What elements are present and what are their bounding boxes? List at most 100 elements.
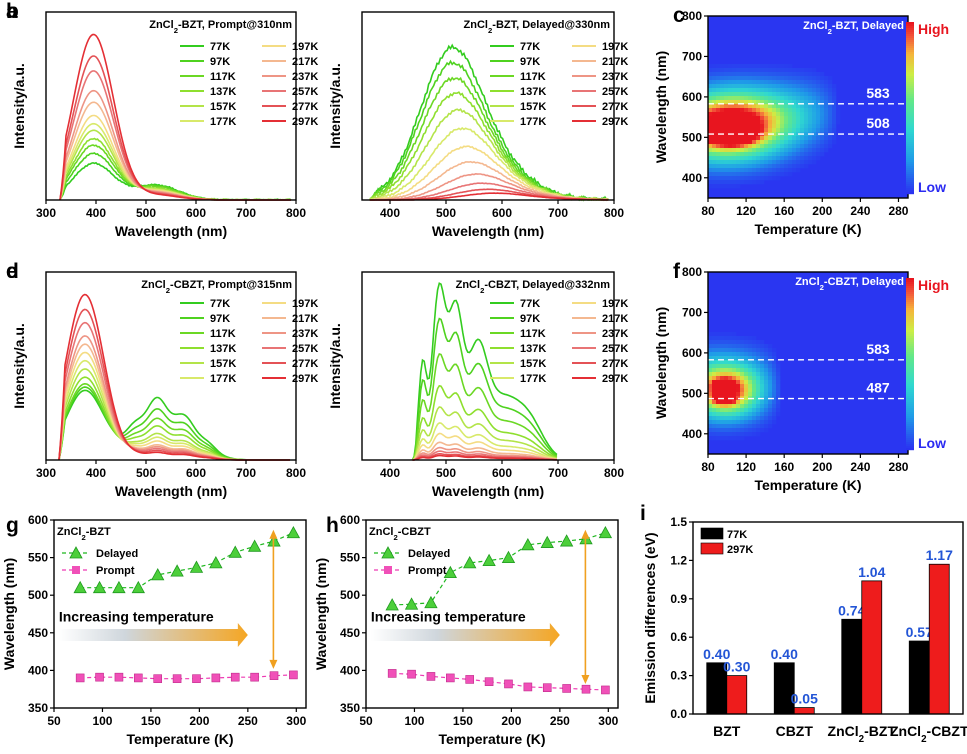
heatmap-cell bbox=[788, 140, 793, 145]
heatmap-cell bbox=[732, 392, 737, 397]
heatmap-cell bbox=[780, 84, 785, 89]
heatmap-cell bbox=[748, 88, 753, 93]
heatmap-cell bbox=[824, 96, 829, 101]
heatmap-cell bbox=[720, 176, 725, 181]
heatmap-cell bbox=[812, 128, 817, 133]
heatmap-cell bbox=[824, 136, 829, 141]
heatmap-cell bbox=[712, 348, 717, 353]
colorbar-band bbox=[906, 312, 914, 315]
colorbar-band bbox=[906, 294, 914, 297]
heatmap-cell bbox=[708, 168, 713, 173]
heatmap-cell bbox=[740, 176, 745, 181]
heatmap-cell bbox=[712, 416, 717, 421]
heatmap-cell bbox=[736, 180, 741, 185]
panel-h-point-delayed bbox=[443, 565, 457, 579]
heatmap-cell bbox=[752, 120, 757, 125]
heatmap-cell bbox=[804, 112, 809, 117]
panel-b-legend-label: 277K bbox=[602, 101, 628, 113]
heatmap-cell bbox=[736, 412, 741, 417]
heatmap-cell bbox=[756, 124, 761, 129]
heatmap-cell bbox=[740, 92, 745, 97]
heatmap-cell bbox=[712, 96, 717, 101]
colorbar-band bbox=[906, 292, 914, 295]
heatmap-cell bbox=[788, 84, 793, 89]
heatmap-cell bbox=[832, 116, 837, 121]
colorbar-band bbox=[906, 352, 914, 355]
heatmap-cell bbox=[720, 336, 725, 341]
heatmap-cell bbox=[748, 360, 753, 365]
heatmap-cell bbox=[804, 164, 809, 169]
heatmap-cell bbox=[764, 100, 769, 105]
colorbar-band bbox=[906, 380, 914, 383]
heatmap-cell bbox=[796, 104, 801, 109]
heatmap-cell bbox=[772, 372, 777, 377]
heatmap-cell bbox=[716, 84, 721, 89]
heatmap-cell bbox=[764, 384, 769, 389]
heatmap-cell bbox=[832, 128, 837, 133]
heatmap-cell bbox=[712, 116, 717, 121]
heatmap-cell bbox=[748, 172, 753, 177]
heatmap-cell bbox=[760, 152, 765, 157]
heatmap-cell bbox=[708, 76, 713, 81]
panel-g-y-tick-label: 400 bbox=[28, 663, 48, 677]
heatmap-cell bbox=[776, 156, 781, 161]
heatmap-cell bbox=[744, 364, 749, 369]
heatmap-cell bbox=[800, 80, 805, 85]
heatmap-cell bbox=[784, 164, 789, 169]
heatmap-cell bbox=[752, 408, 757, 413]
colorbar-band bbox=[906, 72, 914, 75]
colorbar-band bbox=[906, 140, 914, 143]
heatmap-cell bbox=[764, 84, 769, 89]
heatmap-cell bbox=[720, 160, 725, 165]
heatmap-cell bbox=[756, 96, 761, 101]
panel-a-legend-label: 137K bbox=[210, 86, 236, 98]
heatmap-cell bbox=[816, 72, 821, 77]
panel-h-point-prompt bbox=[504, 679, 513, 689]
colorbar-band bbox=[906, 374, 914, 377]
heatmap-cell bbox=[752, 424, 757, 429]
panel-e-x-axis-label: Wavelength (nm) bbox=[432, 483, 544, 499]
heatmap-cell bbox=[732, 128, 737, 133]
heatmap-cell bbox=[712, 344, 717, 349]
heatmap-cell bbox=[736, 384, 741, 389]
heatmap-cell bbox=[716, 356, 721, 361]
heatmap-cell bbox=[820, 100, 825, 105]
heatmap-cell bbox=[716, 124, 721, 129]
heatmap-cell bbox=[764, 128, 769, 133]
heatmap-cell bbox=[744, 376, 749, 381]
heatmap-cell bbox=[812, 76, 817, 81]
panel-d-legend-label: 197K bbox=[292, 298, 318, 310]
panel-e-legend-label: 237K bbox=[602, 328, 628, 340]
heatmap-cell bbox=[776, 400, 781, 405]
heatmap-cell bbox=[764, 364, 769, 369]
heatmap-cell bbox=[772, 68, 777, 73]
heatmap-cell bbox=[804, 108, 809, 113]
heatmap-cell bbox=[772, 360, 777, 365]
heatmap-cell bbox=[720, 156, 725, 161]
heatmap-cell bbox=[816, 104, 821, 109]
heatmap-cell bbox=[796, 148, 801, 153]
heatmap-cell bbox=[716, 168, 721, 173]
panel-e-series-77K bbox=[411, 282, 558, 461]
heatmap-cell bbox=[776, 172, 781, 177]
panel-h-y-tick-label: 350 bbox=[340, 701, 360, 715]
heatmap-cell bbox=[772, 148, 777, 153]
heatmap-cell bbox=[724, 384, 729, 389]
heatmap-cell bbox=[816, 136, 821, 141]
heatmap-cell bbox=[820, 112, 825, 117]
heatmap-cell bbox=[748, 392, 753, 397]
heatmap-cell bbox=[724, 160, 729, 165]
panel-a-x-tick-label: 400 bbox=[86, 206, 106, 220]
heatmap-cell bbox=[728, 380, 733, 385]
heatmap-cell bbox=[784, 72, 789, 77]
panel-a-x-tick-label: 500 bbox=[136, 206, 156, 220]
heatmap-cell bbox=[752, 176, 757, 181]
heatmap-cell bbox=[788, 128, 793, 133]
heatmap-cell bbox=[744, 64, 749, 69]
heatmap-cell bbox=[724, 140, 729, 145]
heatmap-cell bbox=[764, 160, 769, 165]
heatmap-cell bbox=[752, 348, 757, 353]
heatmap-cell bbox=[796, 164, 801, 169]
heatmap-cell bbox=[740, 68, 745, 73]
heatmap-cell bbox=[768, 112, 773, 117]
